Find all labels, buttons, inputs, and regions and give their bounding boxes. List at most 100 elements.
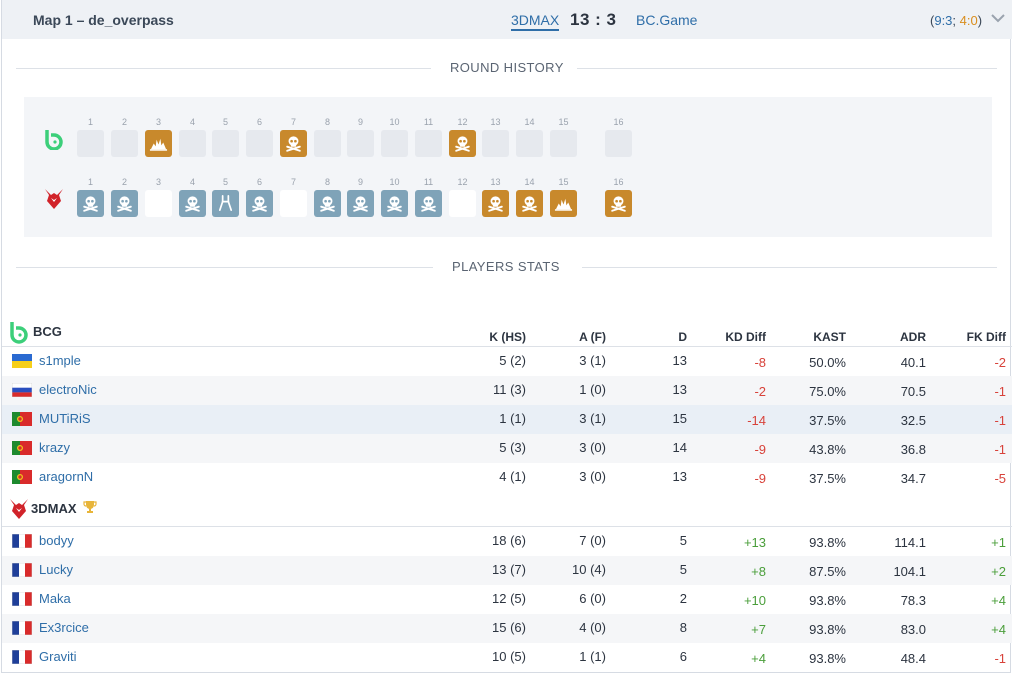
round-number: 8	[324, 117, 330, 127]
player-name-link[interactable]: MUTiRiS	[39, 411, 91, 426]
column-header: K (HS)	[489, 330, 526, 344]
team-name: 3DMAX	[31, 501, 77, 516]
round-cell-lost	[347, 130, 374, 157]
stat-cell: 15 (6)	[492, 620, 526, 635]
team-left-link[interactable]: 3DMAX	[511, 12, 560, 31]
stat-cell: 50.0%	[809, 355, 846, 370]
stat-cell: 114.1	[894, 535, 926, 550]
player-row[interactable]: Lucky 13 (7) 10 (4) 5 +8 87.5% 104.1 +2	[2, 556, 1012, 585]
flag-icon	[12, 412, 32, 426]
player-row[interactable]: electroNic 11 (3) 1 (0) 13 -2 75.0% 70.5 -1	[2, 376, 1012, 405]
column-header: A (F)	[579, 330, 606, 344]
round-number: 10	[389, 117, 400, 127]
round-number: 7	[290, 117, 296, 127]
stat-cell: -9	[754, 471, 766, 486]
stat-cell: -1	[994, 442, 1006, 457]
round-cell-lost	[381, 130, 408, 157]
stat-cell: 40.1	[900, 355, 926, 370]
round-number: 1	[87, 117, 93, 127]
stat-cell: +8	[751, 564, 766, 579]
stat-cell: 5 (3)	[499, 440, 526, 455]
round-win-elimination-icon	[516, 190, 543, 217]
round-win-elimination-icon	[449, 130, 476, 157]
round-win-elimination-icon	[179, 190, 206, 217]
stat-cell: +4	[991, 593, 1006, 608]
round-cell-lost	[605, 130, 632, 157]
map-title: Map 1 – de_overpass	[33, 12, 174, 28]
player-row[interactable]: s1mple 5 (2) 3 (1) 13 -8 50.0% 40.1 -2	[2, 347, 1012, 376]
divider-line	[16, 267, 433, 268]
column-header: ADR	[900, 330, 926, 344]
table-divider	[2, 346, 1012, 347]
stat-cell: 2	[679, 591, 687, 606]
stat-cell: 11 (3)	[493, 382, 526, 397]
stat-cell: 78.3	[900, 593, 926, 608]
column-header: KAST	[813, 330, 846, 344]
team-name: BCG	[33, 324, 62, 339]
round-cell-lost	[415, 130, 442, 157]
stat-cell: 93.8%	[809, 651, 846, 666]
player-row[interactable]: Maka 12 (5) 6 (0) 2 +10 93.8% 78.3 +4	[2, 585, 1012, 614]
player-row[interactable]: aragornN 4 (1) 3 (0) 13 -9 37.5% 34.7 -5	[2, 463, 1012, 492]
round-cell-lost	[246, 130, 273, 157]
stat-cell: 10 (5)	[492, 649, 526, 664]
column-header: D	[678, 330, 687, 344]
stat-cell: 18 (6)	[492, 533, 526, 548]
round-number: 13	[490, 117, 501, 127]
stat-cell: -5	[994, 471, 1006, 486]
player-row[interactable]: Ex3rcice 15 (6) 4 (0) 8 +7 93.8% 83.0 +4	[2, 614, 1012, 643]
map-score: 13 : 3	[570, 10, 617, 29]
round-win-elimination-icon	[347, 190, 374, 217]
round-number: 10	[389, 177, 400, 187]
stat-cell: 1 (0)	[579, 382, 606, 397]
team-right-link[interactable]: BC.Game	[636, 12, 698, 28]
flag-icon	[11, 649, 33, 665]
stat-cell: 13	[672, 382, 687, 397]
round-win-defuse-icon	[212, 190, 239, 217]
player-name-link[interactable]: krazy	[39, 440, 71, 455]
flag-icon	[11, 533, 33, 549]
round-number: 7	[290, 177, 296, 187]
stat-cell: 5	[679, 562, 687, 577]
stat-cell: +2	[991, 564, 1006, 579]
stat-cell: 34.7	[900, 471, 926, 486]
player-name-link[interactable]: Graviti	[39, 649, 77, 664]
chevron-down-icon[interactable]	[991, 13, 1005, 23]
map-header[interactable]: Map 1 – de_overpass 3DMAX 13 : 3 BC.Game…	[2, 0, 1012, 39]
player-name-link[interactable]: electroNic	[39, 382, 97, 397]
3dmax-logo	[10, 499, 28, 519]
player-row[interactable]: bodyy 18 (6) 7 (0) 5 +13 93.8% 114.1 +1	[2, 527, 1012, 556]
stat-cell: 5 (2)	[499, 353, 526, 368]
round-number: 5	[222, 177, 228, 187]
round-number: 3	[155, 117, 161, 127]
player-name-link[interactable]: Maka	[39, 591, 71, 606]
player-name-link[interactable]: aragornN	[39, 469, 94, 484]
stat-cell: -1	[994, 384, 1006, 399]
round-cell-lost	[314, 130, 341, 157]
round-cell-lost	[179, 130, 206, 157]
player-row[interactable]: Graviti 10 (5) 1 (1) 6 +4 93.8% 48.4 -1	[2, 643, 1012, 672]
stat-cell: 14	[672, 440, 687, 455]
stat-cell: 83.0	[900, 622, 926, 637]
player-name-link[interactable]: s1mple	[39, 353, 81, 368]
stat-cell: 13	[672, 353, 687, 368]
flag-icon	[11, 382, 33, 398]
round-number: 11	[423, 177, 434, 187]
round-number: 15	[558, 177, 569, 187]
player-row[interactable]: krazy 5 (3) 3 (0) 14 -9 43.8% 36.8 -1	[2, 434, 1012, 463]
player-name-link[interactable]: Lucky	[39, 562, 73, 577]
round-number: 9	[357, 177, 363, 187]
stat-cell: 3 (0)	[579, 440, 606, 455]
round-win-elimination-icon	[246, 190, 273, 217]
player-row[interactable]: MUTiRiS 1 (1) 3 (1) 15 -14 37.5% 32.5 -1	[2, 405, 1012, 434]
stat-cell: 70.5	[900, 384, 926, 399]
round-number: 16	[613, 117, 624, 127]
player-name-link[interactable]: bodyy	[39, 533, 74, 548]
flag-icon	[12, 441, 32, 455]
stat-cell: -1	[994, 651, 1006, 666]
stat-cell: 5	[679, 533, 687, 548]
round-number: 16	[613, 177, 624, 187]
round-cell-lost	[111, 130, 138, 157]
player-name-link[interactable]: Ex3rcice	[39, 620, 89, 635]
stat-cell: 7 (0)	[579, 533, 606, 548]
